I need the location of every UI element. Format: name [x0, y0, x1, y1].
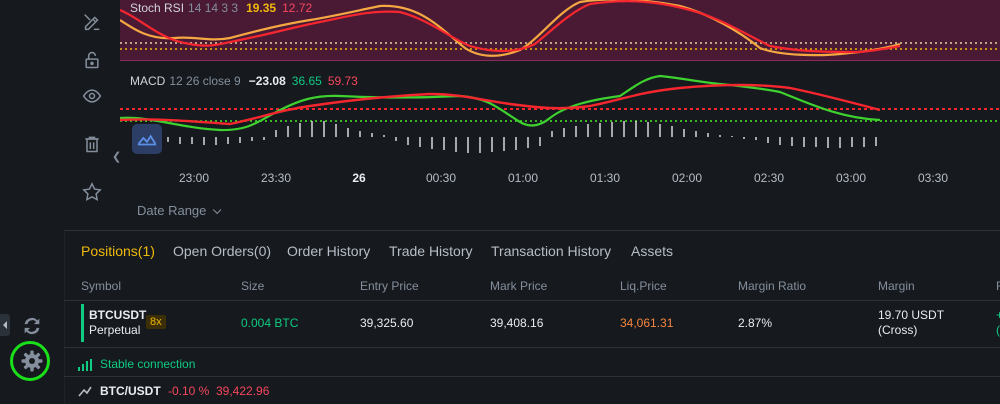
ticker-price: 39,422.96: [216, 384, 270, 398]
star-icon: [82, 182, 102, 201]
column-header-size: Size: [241, 279, 265, 293]
position-margin-ratio: 2.87%: [738, 316, 773, 330]
settings-button[interactable]: [14, 343, 50, 379]
date-range-label: Date Range: [137, 203, 207, 218]
position-liq-price: 34,061.31: [620, 316, 674, 330]
signal-bars-icon: [78, 359, 92, 371]
tab-order-history[interactable]: Order History: [287, 243, 371, 259]
unlock-icon: [85, 51, 99, 69]
eye-icon: [82, 89, 102, 103]
position-pnl-partial: +: [996, 308, 1000, 322]
position-contract-type: Perpetual: [89, 323, 141, 337]
cloud-chart-icon: [137, 134, 157, 146]
macd-hist-value: 59.73: [327, 74, 358, 88]
gear-icon: [21, 350, 43, 372]
indicator-plot: [120, 0, 1000, 153]
tab-trade-history[interactable]: Trade History: [389, 243, 473, 259]
time-tick: 01:00: [507, 171, 539, 185]
price-chart-area[interactable]: Stoch RSI 14 14 3 3 19.35 12.72 MACD 12 26 c…: [120, 0, 1000, 192]
macd-params: 12 26 close 9: [169, 74, 241, 88]
connection-status-bar: Stable connection: [64, 352, 1000, 377]
column-header-liq-price: Liq.Price: [620, 279, 667, 293]
lock-drawings-tool[interactable]: [78, 46, 106, 74]
time-tick: 02:30: [753, 171, 785, 185]
stoch-k-value: 19.35: [246, 1, 277, 15]
stoch-rsi-band: [120, 0, 1000, 61]
stoch-k-line: [120, 0, 901, 57]
stoch-rsi-legend: Stoch RSI 14 14 3 3 19.35 12.72: [130, 1, 312, 15]
remove-drawings-tool[interactable]: [78, 130, 106, 158]
time-tick: 01:30: [589, 171, 621, 185]
chevron-down-icon: [213, 205, 222, 215]
position-margin: 19.70 USDT: [878, 308, 945, 322]
macd-histogram: [167, 121, 877, 153]
time-tick: 03:00: [835, 171, 867, 185]
position-entry-price: 39,325.60: [360, 316, 414, 330]
ticker-bar[interactable]: BTC/USDT -0.10 % 39,422.96: [64, 377, 1000, 404]
leverage-badge: 8x: [146, 315, 166, 329]
macd-signal-value: 36.65: [291, 74, 322, 88]
ticker-pair: BTC/USDT: [100, 384, 161, 398]
macd-signal-line: [120, 83, 881, 126]
edit-drawing-tool[interactable]: [78, 8, 106, 36]
position-margin-mode: (Cross): [878, 323, 918, 337]
tab-transaction-history[interactable]: Transaction History: [491, 243, 612, 259]
column-header-partial: F: [996, 279, 1000, 293]
chevron-left-icon: [3, 321, 7, 329]
left-rail: [0, 0, 65, 404]
stoch-rsi-name: Stoch RSI: [130, 1, 185, 15]
time-tick: 00:30: [425, 171, 457, 185]
macd-name: MACD: [130, 74, 166, 88]
trend-chart-icon: [78, 386, 92, 397]
time-tick: 23:00: [178, 171, 210, 185]
section-divider: [64, 230, 1000, 231]
settings-highlight-ring: [10, 341, 50, 381]
column-header-entry-price: Entry Price: [360, 279, 419, 293]
position-symbol[interactable]: BTCUSDT: [89, 308, 147, 322]
time-tick: 02:00: [671, 171, 703, 185]
column-header-symbol: Symbol: [81, 279, 122, 293]
tab-assets[interactable]: Assets: [631, 243, 674, 259]
stoch-d-line: [120, 0, 901, 54]
column-header-margin-ratio: Margin Ratio: [738, 279, 807, 293]
pencil-ruler-icon: [84, 14, 100, 31]
macd-legend: MACD 12 26 close 9 −23.08 36.65 59.73: [130, 74, 358, 88]
long-side-indicator: [81, 304, 84, 342]
tab-open-orders[interactable]: Open Orders(0): [173, 243, 272, 259]
time-tick: 23:30: [260, 171, 292, 185]
column-header-mark-price: Mark Price: [490, 279, 548, 293]
trash-icon: [85, 136, 99, 153]
connection-status-text: Stable connection: [100, 357, 196, 371]
tab-positions[interactable]: Positions(1): [81, 243, 155, 259]
position-size: 0.004 BTC: [241, 316, 299, 330]
time-tick: 26: [352, 171, 366, 185]
time-axis: 23:00 23:30 26 00:30 01:00 01:30 02:00 0…: [120, 163, 1000, 193]
stoch-rsi-params: 14 14 3 3: [188, 1, 239, 15]
date-range-dropdown[interactable]: Date Range: [137, 203, 222, 218]
time-tick: 03:30: [917, 171, 949, 185]
macd-value: −23.08: [248, 74, 286, 88]
stoch-d-value: 12.72: [282, 1, 313, 15]
ticker-change: -0.10 %: [168, 384, 210, 398]
refresh-button[interactable]: [14, 308, 50, 344]
toggle-visibility-tool[interactable]: [78, 82, 106, 110]
collapse-rail-button[interactable]: [0, 314, 10, 336]
table-row: BTCUSDT Perpetual 8x 0.004 BTC 39,325.60…: [64, 300, 1000, 348]
refresh-icon: [24, 317, 40, 335]
position-roe-partial: (: [996, 323, 1000, 337]
chart-type-button[interactable]: [132, 124, 162, 154]
column-header-margin: Margin: [878, 279, 915, 293]
positions-tab-bar: Positions(1) Open Orders(0) Order Histor…: [64, 231, 1000, 271]
chevron-left-icon[interactable]: ❮: [112, 151, 122, 163]
drawing-toolbar: [64, 0, 120, 230]
favorites-tool[interactable]: [78, 178, 106, 206]
position-mark-price: 39,408.16: [490, 316, 544, 330]
